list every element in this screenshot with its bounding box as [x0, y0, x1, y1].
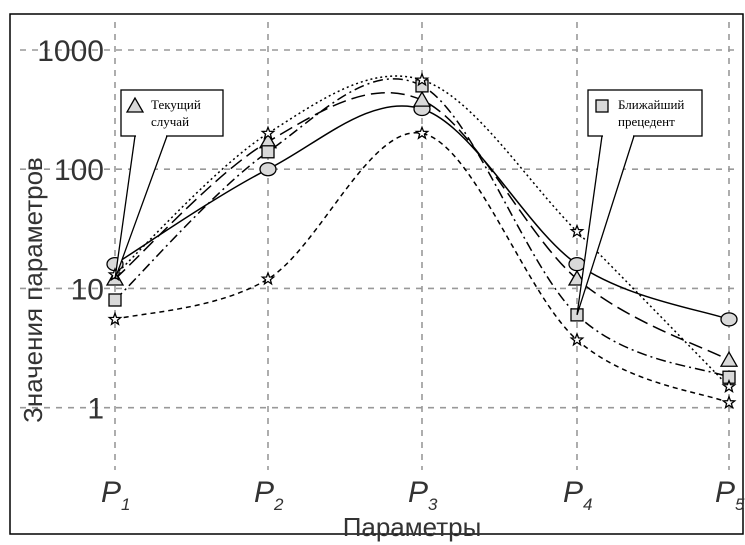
- data-point-star: [414, 125, 430, 140]
- series-line: [114, 78, 730, 378]
- series-line: [114, 75, 730, 388]
- callouts: Текущий случай Ближайший прецедент: [114, 89, 703, 316]
- data-point-star: [260, 125, 276, 140]
- callout-label: случай: [151, 114, 189, 129]
- data-point-star: [107, 311, 123, 326]
- y-axis-title: Значения параметров: [18, 157, 48, 423]
- callout-label: Ближайший: [618, 97, 684, 112]
- data-point-square: [595, 99, 609, 113]
- data-point-triangle: [125, 96, 145, 113]
- callout-label: прецедент: [618, 114, 675, 129]
- callout-box: [120, 89, 224, 137]
- data-point-square: [108, 293, 122, 307]
- data-point-circle: [720, 312, 738, 327]
- data-point-circle: [568, 256, 586, 272]
- data-point-triangle: [412, 90, 432, 107]
- series-line: [114, 132, 730, 404]
- data-point-star: [721, 394, 737, 410]
- data-point-star: [569, 223, 585, 238]
- data-point-triangle: [567, 269, 587, 286]
- data-point-star: [414, 72, 430, 87]
- callout-label: Текущий: [151, 97, 201, 112]
- data-point-star: [721, 378, 737, 393]
- data-point-square: [261, 145, 275, 159]
- y-tick-label: 1000: [37, 35, 104, 68]
- data-point-star: [260, 271, 276, 286]
- data-point-circle: [259, 162, 277, 177]
- y-tick-label: 100: [54, 154, 104, 187]
- y-tick-label: 1: [87, 393, 104, 426]
- x-axis-title: Параметры: [343, 512, 482, 542]
- data-point-triangle: [719, 350, 739, 367]
- callout-box: [587, 89, 703, 137]
- data-point-star: [569, 332, 585, 347]
- y-tick-label: 10: [71, 273, 104, 306]
